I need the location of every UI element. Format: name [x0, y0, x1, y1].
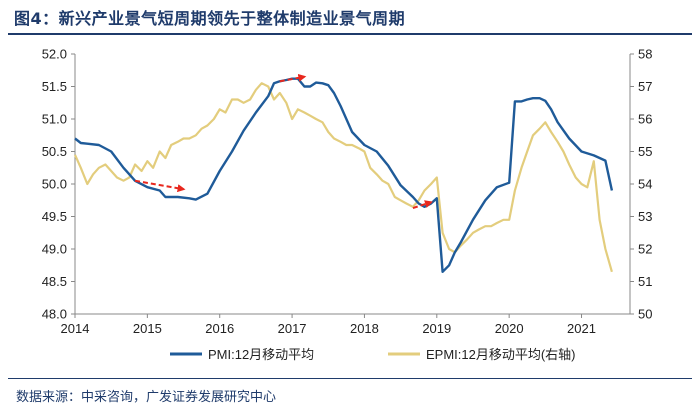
annotation-arrows — [134, 73, 433, 210]
x-tick-label: 2021 — [567, 321, 596, 336]
source-note: 数据来源：中采咨询，广发证券发展研究中心 — [16, 390, 277, 405]
y-left-tick-label: 49.0 — [42, 242, 67, 257]
y-right-tick-label: 56 — [638, 112, 652, 127]
x-tick-label: 2017 — [278, 321, 307, 336]
x-tick-label: 2016 — [205, 321, 234, 336]
axes-group: 48.0 48.5 49.0 49.5 50.0 50.5 51.0 51.5 52.0 50 51… — [42, 47, 653, 337]
line-chart: 48.0 48.5 49.0 49.5 50.0 50.5 51.0 51.5 52.0 50 51… — [42, 47, 653, 363]
y-left-tick-label: 48.0 — [42, 307, 67, 322]
x-tick-label: 2018 — [350, 321, 379, 336]
legend-label-epmi: EPMI:12月移动平均(右轴) — [426, 347, 576, 362]
y-right-tick-label: 53 — [638, 209, 652, 224]
figure-title: 图4：新兴产业景气短周期领先于整体制造业景气周期 — [14, 9, 406, 28]
legend-label-pmi: PMI:12月移动平均 — [208, 347, 314, 362]
x-tick-label: 2015 — [133, 321, 162, 336]
y-left-tick-label: 49.5 — [42, 209, 67, 224]
y-left-tick-label: 51.5 — [42, 79, 67, 94]
y-left-tick-label: 50.5 — [42, 144, 67, 159]
y-left-tick-label: 52.0 — [42, 47, 67, 62]
chart-legend: PMI:12月移动平均 EPMI:12月移动平均(右轴) — [170, 347, 576, 362]
y-left-tick-label: 48.5 — [42, 274, 67, 289]
title-divider — [8, 33, 692, 35]
x-tick-label: 2014 — [61, 321, 90, 336]
annotation-arrow — [279, 73, 307, 83]
y-right-tick-label: 54 — [638, 177, 652, 192]
source-divider — [8, 378, 692, 379]
y-right-tick-label: 51 — [638, 274, 652, 289]
y-left-tick-label: 50.0 — [42, 177, 67, 192]
x-tick-label: 2020 — [495, 321, 524, 336]
x-tick-label: 2019 — [422, 321, 451, 336]
y-right-tick-label: 58 — [638, 47, 652, 62]
y-right-tick-label: 50 — [638, 307, 652, 322]
y-right-tick-label: 52 — [638, 242, 652, 257]
y-left-tick-label: 51.0 — [42, 112, 67, 127]
annotation-arrow — [134, 179, 186, 193]
y-right-tick-label: 55 — [638, 144, 652, 159]
annotation-arrow — [412, 200, 433, 210]
pmi-series-line — [74, 77, 614, 274]
series-group — [73, 77, 614, 274]
epmi-series-line — [73, 82, 613, 273]
y-right-tick-label: 57 — [638, 79, 652, 94]
